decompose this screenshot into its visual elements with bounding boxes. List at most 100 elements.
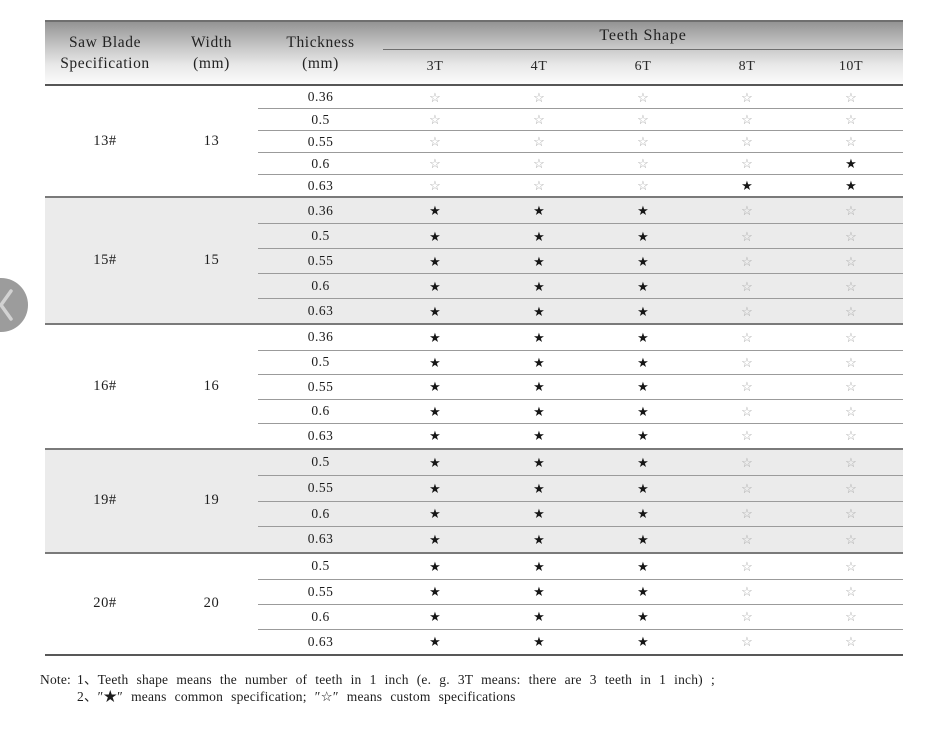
hollow-star-icon: ☆ xyxy=(741,379,753,395)
hollow-star-icon: ☆ xyxy=(845,480,857,496)
hollow-star-icon: ☆ xyxy=(845,506,857,522)
hollow-star-icon: ☆ xyxy=(741,558,753,574)
table-row: 0.5 ☆ ☆ ☆ ☆ ☆ xyxy=(258,108,903,130)
filled-star-icon: ★ xyxy=(637,228,649,244)
thickness-cell: 0.6 xyxy=(311,403,330,419)
note-label: Note: xyxy=(40,672,71,687)
group-rows: 0.5 ★ ★ ★ ☆ ☆ 0.55 ★ ★ ★ ☆ ☆ 0.6 ★ ★ ★ ☆ ☆ 0.63 ★ ★ ★ ☆ ☆ xyxy=(258,554,903,654)
filled-star-icon: ★ xyxy=(637,329,649,345)
table-row: 0.63 ★ ★ ★ ☆ ☆ xyxy=(258,423,903,448)
thickness-cell: 0.5 xyxy=(311,111,330,127)
filled-star-icon: ★ xyxy=(429,531,441,547)
header-thickness-line2: (mm) xyxy=(302,55,339,72)
group-rows: 0.36 ☆ ☆ ☆ ☆ ☆ 0.5 ☆ ☆ ☆ ☆ ☆ 0.55 ☆ ☆ ☆ ☆ ☆ 0.6 ☆ ☆ ☆ ☆ ★ 0.63 ☆ ☆… xyxy=(258,86,903,196)
hollow-star-icon: ☆ xyxy=(845,354,857,370)
table-row: 0.55 ★ ★ ★ ☆ ☆ xyxy=(258,475,903,501)
table-row: 0.36 ★ ★ ★ ☆ ☆ xyxy=(258,198,903,223)
width-cell: 15 xyxy=(203,252,220,268)
header-teeth-col-10t: 10T xyxy=(838,59,864,74)
hollow-star-icon: ☆ xyxy=(741,329,753,345)
thickness-cell: 0.5 xyxy=(311,558,330,573)
hollow-star-icon: ☆ xyxy=(741,531,753,547)
group-rows: 0.5 ★ ★ ★ ☆ ☆ 0.55 ★ ★ ★ ☆ ☆ 0.6 ★ ★ ★ ☆ ☆ 0.63 ★ ★ ★ ☆ ☆ xyxy=(258,450,903,552)
header-teeth-col-6t: 6T xyxy=(634,59,652,74)
hollow-star-icon: ☆ xyxy=(741,428,753,444)
table-row: 0.5 ★ ★ ★ ☆ ☆ xyxy=(258,349,903,375)
filled-star-icon: ★ xyxy=(533,329,545,345)
header-thickness: Thickness (mm) xyxy=(258,22,383,84)
filled-star-icon: ★ xyxy=(533,303,545,319)
hollow-star-icon: ☆ xyxy=(741,253,753,269)
filled-star-icon: ★ xyxy=(429,634,441,649)
header-thickness-line1: Thickness xyxy=(286,34,355,51)
hollow-star-icon: ☆ xyxy=(429,89,441,105)
filled-star-icon: ★ xyxy=(429,454,441,470)
filled-star-icon: ★ xyxy=(533,379,545,395)
hollow-star-icon: ☆ xyxy=(845,454,857,470)
table-row: 0.55 ☆ ☆ ☆ ☆ ☆ xyxy=(258,130,903,152)
filled-star-icon: ★ xyxy=(429,609,441,624)
filled-star-icon: ★ xyxy=(533,454,545,470)
hollow-star-icon: ☆ xyxy=(845,228,857,244)
thickness-cell: 0.63 xyxy=(307,427,334,443)
filled-star-icon: ★ xyxy=(533,609,545,624)
spec-cell: 20# xyxy=(93,595,117,611)
filled-star-icon: ★ xyxy=(533,480,545,496)
table-row: 0.63 ☆ ☆ ☆ ★ ★ xyxy=(258,174,903,196)
thickness-cell: 0.55 xyxy=(307,480,334,496)
thickness-cell: 0.6 xyxy=(311,608,330,624)
hollow-star-icon: ☆ xyxy=(741,354,753,370)
thickness-cell: 0.63 xyxy=(307,531,334,547)
group-rows: 0.36 ★ ★ ★ ☆ ☆ 0.5 ★ ★ ★ ☆ ☆ 0.55 ★ ★ ★ ☆ ☆ 0.6 ★ ★ ★ ☆ ☆ 0.63 ★ ★… xyxy=(258,198,903,323)
header-teeth-columns: 3T 4T 6T 8T 10T xyxy=(383,50,903,84)
hollow-star-icon: ☆ xyxy=(845,253,857,269)
width-cell: 20 xyxy=(203,595,220,611)
table-row: 0.63 ★ ★ ★ ☆ ☆ xyxy=(258,298,903,323)
filled-star-icon: ★ xyxy=(637,354,649,370)
table-row: 0.5 ★ ★ ★ ☆ ☆ xyxy=(258,223,903,248)
header-teeth-col-3t: 3T xyxy=(426,59,444,74)
hollow-star-icon: ☆ xyxy=(845,112,857,127)
table-row: 0.63 ★ ★ ★ ☆ ☆ xyxy=(258,526,903,552)
filled-star-icon: ★ xyxy=(429,428,441,444)
thickness-cell: 0.5 xyxy=(311,454,330,470)
filled-star-icon: ★ xyxy=(533,584,545,599)
hollow-star-icon: ☆ xyxy=(845,278,857,294)
table-row: 0.6 ★ ★ ★ ☆ ☆ xyxy=(258,273,903,298)
hollow-star-icon: ☆ xyxy=(845,634,857,649)
spec-group-15: 15# 15 0.36 ★ ★ ★ ☆ ☆ 0.5 ★ ★ ★ ☆ ☆ 0.55 ★ ★ ★ ☆ ☆ 0.6 ★ ★ ★ ☆ ☆ 0… xyxy=(45,196,903,323)
table-row: 0.5 ★ ★ ★ ☆ ☆ xyxy=(258,554,903,579)
filled-star-icon: ★ xyxy=(637,506,649,522)
filled-star-icon: ★ xyxy=(429,253,441,269)
spec-group-19: 19# 19 0.5 ★ ★ ★ ☆ ☆ 0.55 ★ ★ ★ ☆ ☆ 0.6 ★ ★ ★ ☆ ☆ 0.63 ★ ★ ★ ☆ ☆ xyxy=(45,447,903,552)
carousel-prev-button[interactable] xyxy=(0,278,28,332)
filled-star-icon: ★ xyxy=(429,303,441,319)
hollow-star-icon: ☆ xyxy=(429,178,441,193)
thickness-cell: 0.63 xyxy=(307,633,334,649)
filled-star-icon: ★ xyxy=(533,531,545,547)
thickness-cell: 0.36 xyxy=(307,89,334,104)
filled-star-icon: ★ xyxy=(429,480,441,496)
filled-star-icon: ★ xyxy=(845,178,857,193)
filled-star-icon: ★ xyxy=(637,379,649,395)
width-cell: 13 xyxy=(203,132,220,149)
hollow-star-icon: ☆ xyxy=(741,506,753,522)
table-row: 0.55 ★ ★ ★ ☆ ☆ xyxy=(258,578,903,604)
table-row: 0.5 ★ ★ ★ ☆ ☆ xyxy=(258,450,903,476)
hollow-star-icon: ☆ xyxy=(741,278,753,294)
spec-group-20: 20# 20 0.5 ★ ★ ★ ☆ ☆ 0.55 ★ ★ ★ ☆ ☆ 0.6 ★ ★ ★ ☆ ☆ 0.63 ★ ★ ★ ☆ ☆ xyxy=(45,551,903,654)
table-body: 13# 13 0.36 ☆ ☆ ☆ ☆ ☆ 0.5 ☆ ☆ ☆ ☆ ☆ 0.55 ☆ ☆ ☆ ☆ ☆ 0.6 ☆ ☆ ☆ ☆ ★ 0… xyxy=(45,86,903,656)
hollow-star-icon: ☆ xyxy=(741,112,753,127)
filled-star-icon: ★ xyxy=(637,634,649,649)
hollow-star-icon: ☆ xyxy=(741,203,753,218)
hollow-star-icon: ☆ xyxy=(741,134,753,149)
hollow-star-icon: ☆ xyxy=(429,134,441,149)
hollow-star-icon: ☆ xyxy=(637,134,649,149)
note-line-2: 2、″★″ means common specification; ″☆″ me… xyxy=(77,688,516,704)
hollow-star-icon: ☆ xyxy=(637,178,649,193)
filled-star-icon: ★ xyxy=(429,203,441,218)
hollow-star-icon: ☆ xyxy=(741,584,753,599)
filled-star-icon: ★ xyxy=(429,228,441,244)
thickness-cell: 0.36 xyxy=(307,202,334,218)
